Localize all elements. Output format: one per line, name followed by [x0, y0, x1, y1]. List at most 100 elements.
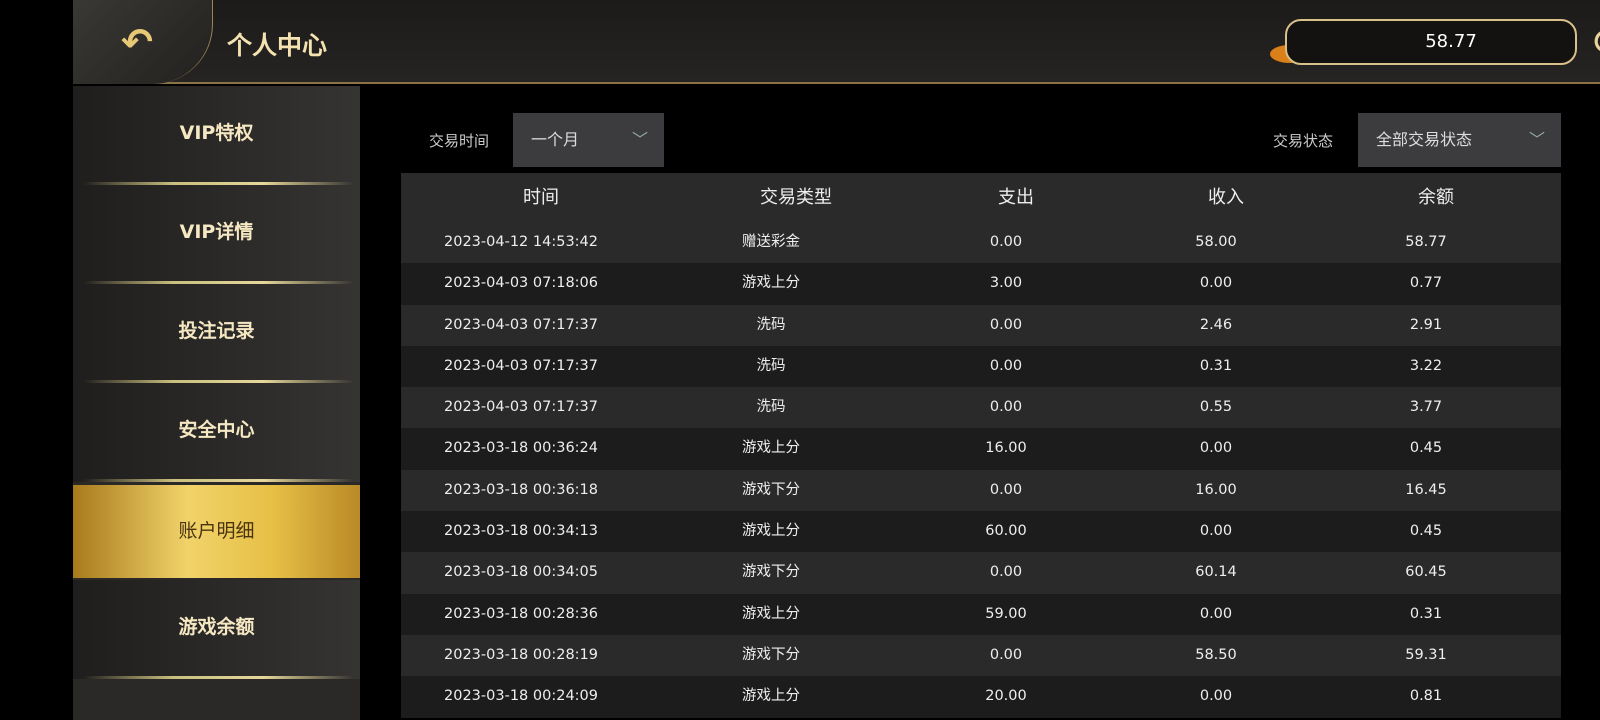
table-cell: 2.91 — [1409, 316, 1443, 333]
sidebar-item-label: 账户明细 — [178, 520, 255, 542]
table-cell: 58.77 — [1405, 234, 1447, 250]
table-cell: 游戏下分 — [742, 481, 800, 498]
table-row: 2023-03-18 00:34:05 游戏下分 0.00 60.14 60.45 — [401, 552, 1561, 594]
table-cell: 赠送彩金 — [742, 234, 800, 250]
chevron-down-icon: ﹀ — [631, 130, 648, 149]
table-cell: 0.00 — [1199, 440, 1233, 457]
table-cell: 0.00 — [989, 646, 1023, 663]
table-row: 2023-04-03 07:18:06 游戏上分 3.00 0.00 0.77 — [401, 263, 1561, 305]
balance-display: 58.77 — [1285, 19, 1577, 65]
table-cell: 60.45 — [1405, 564, 1447, 581]
column-header: 支出 — [998, 187, 1034, 208]
sidebar-item-label: 安全中心 — [178, 419, 255, 441]
table-row: 2023-04-03 07:17:37 洗码 0.00 2.46 2.91 — [401, 304, 1561, 346]
table-cell: 0.31 — [1199, 357, 1233, 374]
sidebar-item-vip-privileges[interactable]: VIP特权 — [73, 86, 360, 185]
table-cell: 0.77 — [1409, 275, 1443, 292]
table-cell: 2023-03-18 00:34:13 — [444, 523, 598, 540]
table-cell: 59.00 — [985, 605, 1027, 622]
sidebar-item-label: VIP特权 — [179, 122, 254, 144]
sidebar-item-label: VIP详情 — [179, 221, 254, 243]
table-cell: 游戏上分 — [742, 523, 800, 540]
sidebar-item-label: 投注记录 — [178, 320, 255, 342]
table-cell: 2023-03-18 00:28:36 — [444, 605, 598, 622]
table-row: 2023-03-18 00:34:13 游戏上分 60.00 0.00 0.45 — [401, 511, 1561, 553]
table-cell: 2023-04-12 14:53:42 — [444, 234, 598, 250]
table-cell: 0.31 — [1409, 605, 1443, 622]
table-row: 2023-03-18 00:24:09 游戏上分 20.00 0.00 0.81 — [401, 676, 1561, 718]
table-cell: 2023-04-03 07:17:37 — [444, 357, 598, 374]
table-cell: 0.00 — [989, 481, 1023, 498]
column-header: 余额 — [1418, 187, 1454, 208]
page-title: 个人中心 — [227, 31, 328, 60]
status-filter-value: 全部交易状态 — [1376, 130, 1473, 149]
chevron-down-icon: ﹀ — [1528, 130, 1545, 149]
table-header: 时间 交易类型 支出 收入 余额 — [401, 173, 1561, 222]
table-cell: 游戏下分 — [742, 564, 800, 581]
table-cell: 59.31 — [1405, 646, 1447, 663]
table-cell: 60.14 — [1195, 564, 1237, 581]
sidebar-item-account-details[interactable]: 账户明细 — [73, 485, 360, 578]
column-header: 收入 — [1208, 187, 1244, 208]
table-cell: 2023-03-18 00:36:18 — [444, 481, 598, 498]
time-filter-select[interactable]: 一个月 ﹀ — [513, 113, 664, 167]
table-cell: 0.00 — [989, 234, 1023, 250]
table-cell: 0.00 — [989, 357, 1023, 374]
table-cell: 3.00 — [989, 275, 1023, 292]
table-cell: 3.22 — [1409, 357, 1443, 374]
sidebar-item-bet-records[interactable]: 投注记录 — [73, 284, 360, 383]
sidebar-item-label: 游戏余额 — [178, 616, 255, 638]
table-cell: 0.00 — [989, 399, 1023, 416]
table-cell: 洗码 — [756, 357, 786, 374]
table-cell: 0.00 — [1199, 605, 1233, 622]
table-cell: 游戏上分 — [742, 688, 800, 705]
table-row: 2023-04-03 07:17:37 洗码 0.00 0.55 3.77 — [401, 387, 1561, 429]
table-cell: 58.00 — [1195, 234, 1237, 250]
table-cell: 16.00 — [1195, 481, 1237, 498]
table-cell: 洗码 — [756, 399, 786, 416]
table-cell: 0.00 — [1199, 688, 1233, 705]
table-cell: 0.45 — [1409, 440, 1443, 457]
table-cell: 游戏下分 — [742, 646, 800, 663]
table-row: 2023-03-18 00:28:19 游戏下分 0.00 58.50 59.31 — [401, 634, 1561, 677]
table-cell: 2023-04-03 07:18:06 — [444, 275, 598, 292]
table-cell: 洗码 — [756, 316, 786, 333]
status-filter-select[interactable]: 全部交易状态 ﹀ — [1358, 113, 1561, 167]
table-cell: 游戏上分 — [742, 440, 800, 457]
table-cell: 2023-03-18 00:36:24 — [444, 440, 598, 457]
sidebar: VIP特权 VIP详情 投注记录 安全中心 账户明细 游戏余额 — [73, 86, 360, 720]
table-cell: 20.00 — [985, 688, 1027, 705]
back-arrow-icon: ↶ — [121, 20, 153, 64]
status-filter-label: 交易状态 — [1273, 132, 1334, 150]
table-cell: 2023-03-18 00:34:05 — [444, 564, 598, 581]
table-row: 2023-03-18 00:36:18 游戏下分 0.00 16.00 16.45 — [401, 469, 1561, 512]
refresh-icon[interactable]: ⟳ — [1585, 20, 1600, 68]
table-cell: 2023-04-03 07:17:37 — [444, 316, 598, 333]
table-cell: 0.00 — [1199, 275, 1233, 292]
table-cell: 16.45 — [1405, 481, 1447, 498]
table-cell: 60.00 — [985, 523, 1027, 540]
table-cell: 0.00 — [1199, 523, 1233, 540]
table-cell: 2023-03-18 00:24:09 — [444, 688, 598, 705]
time-filter-value: 一个月 — [531, 130, 580, 149]
back-button[interactable]: ↶ — [73, 0, 213, 84]
table-body: 2023-04-12 14:53:42 赠送彩金 0.00 58.00 58.77 202… — [401, 222, 1561, 718]
table-cell: 58.50 — [1195, 646, 1237, 663]
table-cell: 0.00 — [989, 316, 1023, 333]
table-cell: 0.55 — [1199, 399, 1233, 416]
sidebar-item-security-center[interactable]: 安全中心 — [73, 383, 360, 482]
time-filter-label: 交易时间 — [429, 132, 490, 150]
table-cell: 0.00 — [989, 564, 1023, 581]
table-cell: 2023-04-03 07:17:37 — [444, 399, 598, 416]
column-header: 交易类型 — [760, 187, 832, 208]
top-bar: ↶ 个人中心 58.77 ⟳ — [73, 0, 1600, 84]
transactions-table: 时间 交易类型 支出 收入 余额 2023-04-12 14:53:42 赠送彩金… — [401, 173, 1561, 718]
table-row: 2023-04-03 07:17:37 洗码 0.00 0.31 3.22 — [401, 345, 1561, 388]
table-cell: 0.81 — [1409, 688, 1443, 705]
sidebar-item-game-balance[interactable]: 游戏余额 — [73, 580, 360, 679]
column-header: 时间 — [523, 187, 559, 208]
table-cell: 2.46 — [1199, 316, 1233, 333]
table-cell: 2023-03-18 00:28:19 — [444, 646, 598, 663]
sidebar-item-vip-details[interactable]: VIP详情 — [73, 185, 360, 284]
table-cell: 0.45 — [1409, 523, 1443, 540]
